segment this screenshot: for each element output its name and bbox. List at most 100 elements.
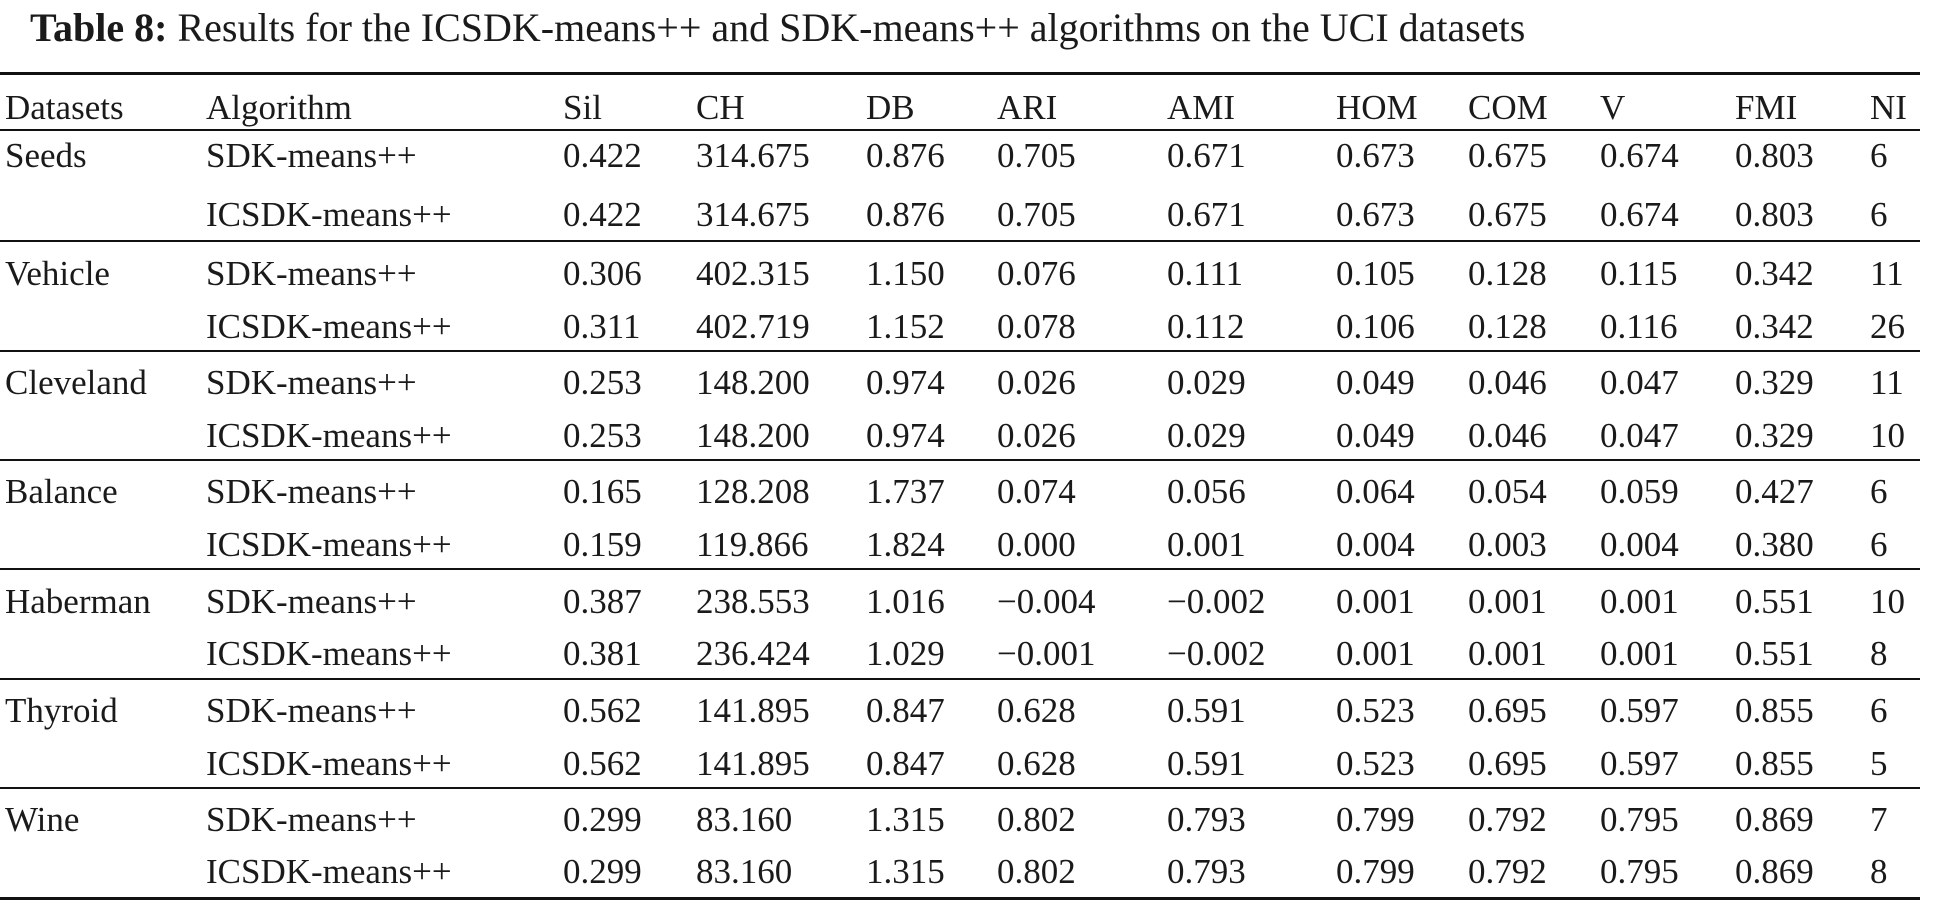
table-cell: 0.116	[1600, 307, 1678, 346]
table-cell: 0.674	[1600, 136, 1679, 175]
table-cell: 0.001	[1167, 525, 1246, 564]
table-cell: 0.803	[1735, 136, 1814, 175]
table-cell: 10	[1870, 416, 1905, 455]
table-cell: 0.001	[1468, 634, 1547, 673]
table-cell: 0.115	[1600, 254, 1678, 293]
table-cell: 10	[1870, 582, 1905, 621]
table-cell: 0.112	[1167, 307, 1245, 346]
table-cell: 0.026	[997, 363, 1076, 402]
table-cell: 0.705	[997, 195, 1076, 234]
table-cell: 0.029	[1167, 416, 1246, 455]
table-cell: 0.793	[1167, 852, 1246, 891]
table-cell: 0.422	[563, 136, 642, 175]
table-cell: 0.253	[563, 363, 642, 402]
table-cell: 0.799	[1336, 800, 1415, 839]
table-cell: 0.001	[1336, 634, 1415, 673]
table-cell: 0.523	[1336, 744, 1415, 783]
table-cell: 6	[1870, 691, 1888, 730]
column-header: AMI	[1167, 88, 1236, 127]
table-cell: 0.675	[1468, 195, 1547, 234]
group-separator	[0, 459, 1920, 461]
table-cell: 1.824	[866, 525, 945, 564]
table-cell: 402.719	[696, 307, 810, 346]
algorithm-name: SDK-means++	[206, 800, 417, 839]
table-cell: 148.200	[696, 363, 810, 402]
table-cell: 141.895	[696, 744, 810, 783]
algorithm-name: SDK-means++	[206, 472, 417, 511]
table-cell: 0.001	[1336, 582, 1415, 621]
dataset-name: Haberman	[5, 582, 151, 621]
column-header: DB	[866, 88, 915, 127]
column-header: HOM	[1336, 88, 1418, 127]
table-cell: 0.128	[1468, 307, 1547, 346]
table-cell: 0.673	[1336, 195, 1415, 234]
table-cell: 0.551	[1735, 582, 1814, 621]
table-cell: 0.792	[1468, 800, 1547, 839]
table-cell: 141.895	[696, 691, 810, 730]
table-cell: 1.016	[866, 582, 945, 621]
group-separator	[0, 678, 1920, 680]
table-cell: 0.523	[1336, 691, 1415, 730]
table-cell: 0.847	[866, 744, 945, 783]
table-cell: 0.004	[1336, 525, 1415, 564]
table-caption-text: Results for the ICSDK-means++ and SDK-me…	[177, 5, 1526, 50]
table-cell: 314.675	[696, 195, 810, 234]
table-cell: 7	[1870, 800, 1888, 839]
table-cell: 0.671	[1167, 136, 1246, 175]
table-cell: 5	[1870, 744, 1888, 783]
table-cell: 0.705	[997, 136, 1076, 175]
table-label: Table 8:	[30, 5, 168, 50]
table-cell: 148.200	[696, 416, 810, 455]
table-cell: 0.591	[1167, 691, 1246, 730]
algorithm-name: SDK-means++	[206, 363, 417, 402]
column-header: FMI	[1735, 88, 1798, 127]
column-header: COM	[1468, 88, 1548, 127]
table-cell: 0.792	[1468, 852, 1547, 891]
table-cell: 0.675	[1468, 136, 1547, 175]
table-cell: 0.001	[1600, 582, 1679, 621]
algorithm-name: ICSDK-means++	[206, 307, 452, 346]
table-cell: 0.329	[1735, 363, 1814, 402]
table-cell: 0.876	[866, 195, 945, 234]
dataset-name: Wine	[5, 800, 80, 839]
table-cell: 314.675	[696, 136, 810, 175]
table-cell: 0.105	[1336, 254, 1415, 293]
table-cell: 26	[1870, 307, 1905, 346]
table-cell: 0.381	[563, 634, 642, 673]
table-cell: 8	[1870, 634, 1888, 673]
table-cell: 0.076	[997, 254, 1076, 293]
table-cell: 0.329	[1735, 416, 1814, 455]
table-cell: 0.597	[1600, 691, 1679, 730]
group-separator	[0, 350, 1920, 352]
table-cell: 402.315	[696, 254, 810, 293]
dataset-name: Seeds	[5, 136, 87, 175]
table-cell: 1.315	[866, 800, 945, 839]
table-cell: 0.299	[563, 852, 642, 891]
column-header: ARI	[997, 88, 1058, 127]
table-cell: 0.597	[1600, 744, 1679, 783]
table-cell: 0.427	[1735, 472, 1814, 511]
table-cell: −0.004	[997, 582, 1096, 621]
table-cell: 0.380	[1735, 525, 1814, 564]
table-cell: 0.001	[1600, 634, 1679, 673]
table-cell: 238.553	[696, 582, 810, 621]
table-cell: 0.695	[1468, 744, 1547, 783]
table-cell: 0.049	[1336, 363, 1415, 402]
table-cell: 83.160	[696, 852, 793, 891]
group-separator	[0, 129, 1920, 131]
table-cell: 0.591	[1167, 744, 1246, 783]
algorithm-name: ICSDK-means++	[206, 852, 452, 891]
table-cell: 1.029	[866, 634, 945, 673]
table-cell: 0.047	[1600, 363, 1679, 402]
table-cell: 0.004	[1600, 525, 1679, 564]
table-cell: 83.160	[696, 800, 793, 839]
table-cell: 119.866	[696, 525, 809, 564]
table-cell: 0.802	[997, 800, 1076, 839]
table-cell: 0.869	[1735, 852, 1814, 891]
table-cell: 0.671	[1167, 195, 1246, 234]
table-cell: 0.001	[1468, 582, 1547, 621]
table-cell: 0.074	[997, 472, 1076, 511]
table-cell: 0.165	[563, 472, 642, 511]
table-cell: 0.387	[563, 582, 642, 621]
table-cell: 0.628	[997, 744, 1076, 783]
